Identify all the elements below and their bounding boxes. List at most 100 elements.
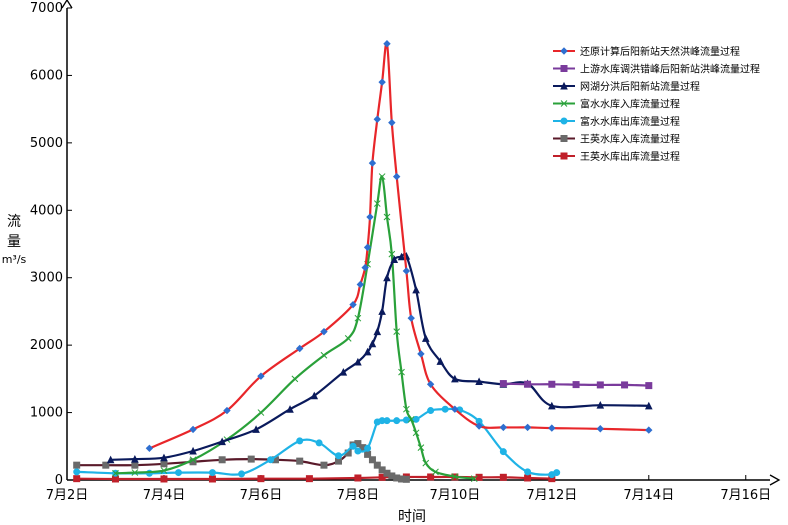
y-tick-label: 5000 <box>30 136 63 151</box>
data-point <box>383 273 391 282</box>
data-point <box>524 380 532 388</box>
x-tick-label: 7月4日 <box>143 488 186 503</box>
data-point <box>378 78 386 86</box>
data-point <box>436 357 445 365</box>
y-tick-label: 2000 <box>30 338 63 353</box>
legend-label-5: 王英水库入库流量过程 <box>580 133 680 146</box>
y-tick-label: 6000 <box>30 68 63 83</box>
data-point <box>645 426 653 434</box>
data-point <box>349 300 357 309</box>
data-point <box>208 475 216 483</box>
data-point <box>208 469 216 477</box>
data-point <box>368 339 377 348</box>
data-point <box>356 280 365 289</box>
x-tick-label: 7月10日 <box>429 488 480 503</box>
data-point <box>499 423 508 432</box>
data-point <box>106 455 115 464</box>
y-axis-unit: m³/s <box>2 253 27 266</box>
legend: 还原计算后阳新站天然洪峰流量过程上游水库调洪错峰后阳新站洪峰流量过程网湖分洪后阳… <box>553 45 760 163</box>
data-point <box>393 417 401 425</box>
data-point <box>417 350 425 358</box>
data-point <box>398 368 405 376</box>
data-point <box>596 425 605 433</box>
data-point <box>407 415 415 423</box>
data-point <box>257 475 265 483</box>
data-point <box>320 461 328 469</box>
data-point <box>572 381 580 389</box>
data-point <box>363 243 372 252</box>
y-tick-label: 1000 <box>30 406 63 421</box>
data-point <box>339 367 348 376</box>
data-point <box>145 444 154 453</box>
data-point <box>523 423 532 432</box>
data-point <box>407 314 415 322</box>
legend-label-3: 富水水库入库流量过程 <box>580 98 680 111</box>
legend-item-3: 富水水库入库流量过程 <box>553 98 680 111</box>
legend-label-1: 上游水库调洪错峰后阳新站洪峰流量过程 <box>580 63 760 76</box>
data-point <box>378 173 386 180</box>
data-point <box>412 429 420 437</box>
data-point <box>422 459 430 467</box>
data-point <box>548 380 556 388</box>
x-tick-label: 7月6日 <box>240 488 283 503</box>
data-point <box>218 437 226 446</box>
data-point <box>364 444 372 452</box>
x-tick-label: 7月8日 <box>337 488 380 503</box>
data-point <box>73 475 81 483</box>
data-point <box>257 409 265 416</box>
data-point <box>621 381 629 389</box>
data-point <box>388 250 396 258</box>
legend-item-1: 上游水库调洪错峰后阳新站洪峰流量过程 <box>553 63 760 76</box>
legend-item-6: 王英水库出库流量过程 <box>553 150 680 163</box>
legend-item-4: 富水水库出库流量过程 <box>553 115 680 128</box>
data-point <box>247 455 255 463</box>
y-axis-arrow-icon <box>61 0 73 9</box>
data-point <box>402 416 410 424</box>
data-point <box>383 213 391 221</box>
data-point <box>548 401 556 410</box>
data-point <box>112 469 119 477</box>
data-point <box>320 351 328 359</box>
data-point <box>596 381 604 389</box>
data-point <box>402 475 410 483</box>
legend-item-0: 还原计算后阳新站天然洪峰流量过程 <box>553 45 740 58</box>
data-point <box>373 115 381 123</box>
legend-item-2: 网湖分洪后阳新站流量过程 <box>553 80 700 93</box>
data-point <box>160 475 168 483</box>
y-tick-label: 3000 <box>30 271 63 286</box>
y-axis-title-line1: 流 <box>7 214 21 230</box>
data-point <box>417 444 425 451</box>
data-point <box>354 447 362 455</box>
legend-marker-icon <box>560 152 568 160</box>
data-point <box>412 285 420 294</box>
data-point <box>499 448 507 456</box>
data-point <box>296 437 304 445</box>
series-6 <box>73 473 556 483</box>
data-point <box>645 382 653 390</box>
series-1 <box>499 380 653 390</box>
data-point <box>218 456 226 464</box>
data-point <box>524 468 532 476</box>
data-point <box>475 473 483 481</box>
data-point <box>373 461 381 469</box>
data-point <box>320 327 328 336</box>
data-point <box>548 424 556 432</box>
data-point <box>553 469 561 477</box>
data-point <box>378 473 386 481</box>
data-point <box>499 380 507 388</box>
data-point <box>111 475 119 483</box>
data-point <box>403 405 410 413</box>
data-point <box>373 327 382 336</box>
legend-marker-icon <box>560 65 568 72</box>
data-point <box>257 372 265 380</box>
x-tick-label: 7月12日 <box>526 488 577 503</box>
legend-marker-icon <box>560 135 568 142</box>
data-point <box>421 334 430 342</box>
data-point <box>361 263 369 272</box>
data-point <box>305 475 313 483</box>
data-point <box>524 474 532 482</box>
data-point <box>310 391 319 400</box>
data-point <box>402 267 411 275</box>
legend-item-5: 王英水库入库流量过程 <box>553 133 680 146</box>
